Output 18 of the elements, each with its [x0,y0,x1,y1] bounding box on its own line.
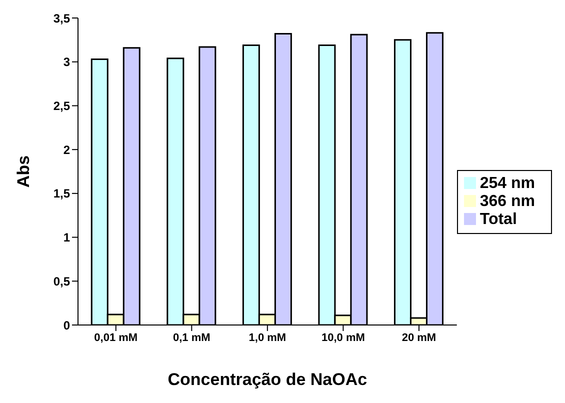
y-tick-label: 2 [63,142,70,157]
legend-label: 366 nm [480,192,535,210]
x-tick-label: 0,01 mM [94,332,138,344]
x-tick-label: 20 mM [402,332,436,344]
y-tick-label: 1 [63,230,70,245]
y-tick-label: 1,5 [53,186,70,201]
y-tick-label: 0,5 [53,274,70,288]
x-tick-label: 0,1 mM [173,332,210,344]
x-tick-label: 10,0 mM [321,332,365,344]
legend-label: 254 nm [480,174,535,192]
x-axis-title: Concentração de NaOAc [168,370,368,389]
y-axis-title: Abs [14,155,34,188]
legend-label: Total [480,210,517,228]
y-tick-label: 2,5 [53,98,70,113]
y-tick-label: 3,5 [53,11,70,26]
y-tick-label: 0 [63,318,70,332]
x-tick-label: 1,0 mM [248,332,286,344]
y-tick-label: 3 [63,55,70,70]
